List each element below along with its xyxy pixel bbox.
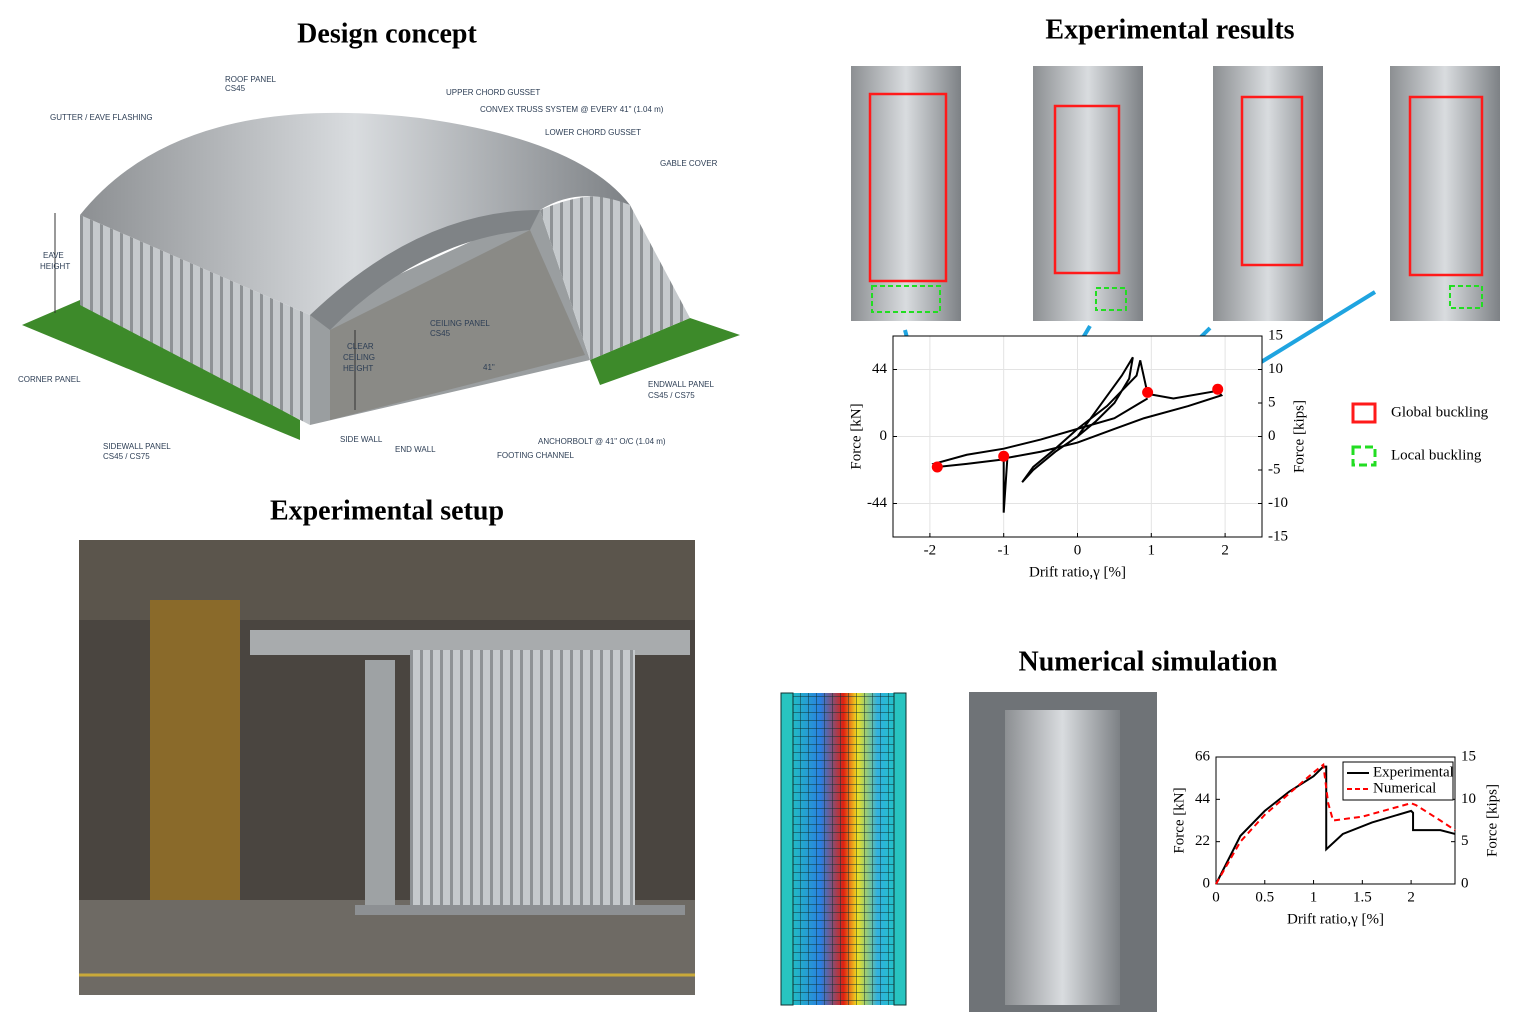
y2-tick-label: 15 — [1268, 327, 1283, 343]
y2-tick-label: 0 — [1461, 875, 1469, 891]
diagram-label: HEIGHT — [40, 262, 70, 271]
y-tick-label: 66 — [1195, 748, 1211, 764]
diagram-label: CS45 — [225, 84, 246, 93]
diagram-label: HEIGHT — [343, 364, 373, 373]
building-illustration — [22, 112, 740, 440]
setup-photo — [79, 540, 695, 995]
diagram-label: FOOTING CHANNEL — [497, 451, 574, 460]
y-tick-label: -44 — [867, 495, 887, 511]
data-point — [998, 450, 1010, 462]
diagram-label: SIDE WALL — [340, 435, 383, 444]
legend: Global buckling Local buckling — [1351, 402, 1489, 467]
diagram-label: CS45 / CS75 — [648, 391, 695, 400]
x-tick-label: -1 — [997, 542, 1010, 558]
y-tick-label: 22 — [1195, 833, 1210, 849]
legend-label: Local buckling — [1391, 447, 1482, 463]
x-tick-label: 2 — [1407, 889, 1415, 905]
y-axis-label: Force [kN] — [848, 403, 864, 469]
y2-tick-label: -5 — [1268, 461, 1281, 477]
diagram-label: SIDEWALL PANEL — [103, 442, 171, 451]
data-point — [1142, 386, 1154, 398]
diagram-label: ENDWALL PANEL — [648, 380, 714, 389]
x-tick-label: 1 — [1148, 542, 1156, 558]
y2-tick-label: 15 — [1461, 748, 1476, 764]
y2-tick-label: 10 — [1268, 361, 1283, 377]
x-tick-label: -2 — [924, 542, 937, 558]
simulation-photo — [969, 692, 1157, 1012]
y2-tick-label: 0 — [1268, 428, 1276, 444]
y2-tick-label: -15 — [1268, 528, 1288, 544]
diagram-label: LOWER CHORD GUSSET — [545, 128, 641, 137]
diagram-label: CS45 / CS75 — [103, 452, 150, 461]
y-tick-label: 0 — [880, 428, 888, 444]
plot-frame — [1215, 756, 1456, 885]
panel-title: Design concept — [297, 18, 477, 49]
x-axis-label: Drift ratio,γ [%] — [1029, 564, 1126, 580]
y-tick-label: 0 — [1203, 875, 1211, 891]
diagram-label: END WALL — [395, 445, 436, 454]
y-tick-label: 44 — [1195, 791, 1211, 807]
diagram-label: CLEAR — [347, 342, 374, 351]
x-tick-label: 0 — [1212, 889, 1220, 905]
data-line — [1215, 765, 1456, 885]
diagram-label: ANCHORBOLT @ 41" O/C (1.04 m) — [538, 437, 666, 446]
fem-model — [780, 692, 907, 1006]
y2-tick-label: -10 — [1268, 495, 1288, 511]
diagram-label: CEILING PANEL — [430, 319, 490, 328]
x-tick-label: 1.5 — [1353, 889, 1372, 905]
panel-title: Numerical simulation — [1019, 646, 1278, 677]
diagram-label: CONVEX TRUSS SYSTEM @ EVERY 41" (1.04 m) — [480, 105, 664, 114]
x-axis-label: Drift ratio,γ [%] — [1287, 911, 1384, 927]
data-line — [1215, 762, 1456, 885]
y-axis-label: Force [kN] — [1171, 787, 1187, 853]
panel-title: Experimental setup — [270, 495, 504, 526]
diagram-label: EAVE — [43, 251, 64, 260]
diagram-label: CS45 — [430, 329, 451, 338]
x-tick-label: 1 — [1310, 889, 1318, 905]
legend-label: Experimental — [1373, 764, 1454, 780]
diagram-label: CEILING — [343, 353, 375, 362]
y-tick-label: 44 — [872, 361, 888, 377]
x-tick-label: 0 — [1074, 542, 1082, 558]
x-tick-label: 0.5 — [1255, 889, 1274, 905]
y2-tick-label: 5 — [1461, 833, 1469, 849]
x-tick-label: 2 — [1221, 542, 1229, 558]
diagram-label: 41" — [483, 363, 495, 372]
diagram-label: GABLE COVER — [660, 159, 718, 168]
data-point — [1212, 383, 1224, 395]
experiment-photos — [851, 66, 1500, 459]
y2-axis-label: Force [kips] — [1484, 784, 1500, 857]
diagram-label: ROOF PANEL — [225, 75, 277, 84]
y2-tick-label: 10 — [1461, 791, 1476, 807]
legend-label: Numerical — [1373, 780, 1436, 796]
diagram-label: GUTTER / EAVE FLASHING — [50, 113, 153, 122]
diagram-label: CORNER PANEL — [18, 375, 81, 384]
plot-frame — [892, 335, 1263, 538]
legend-box — [1342, 761, 1454, 801]
diagram-label: UPPER CHORD GUSSET — [446, 88, 540, 97]
y2-axis-label: Force [kips] — [1291, 400, 1307, 473]
y2-tick-label: 5 — [1268, 394, 1276, 410]
data-point — [931, 461, 943, 473]
panel-title: Experimental results — [1045, 14, 1294, 45]
legend-label: Global buckling — [1391, 404, 1489, 420]
